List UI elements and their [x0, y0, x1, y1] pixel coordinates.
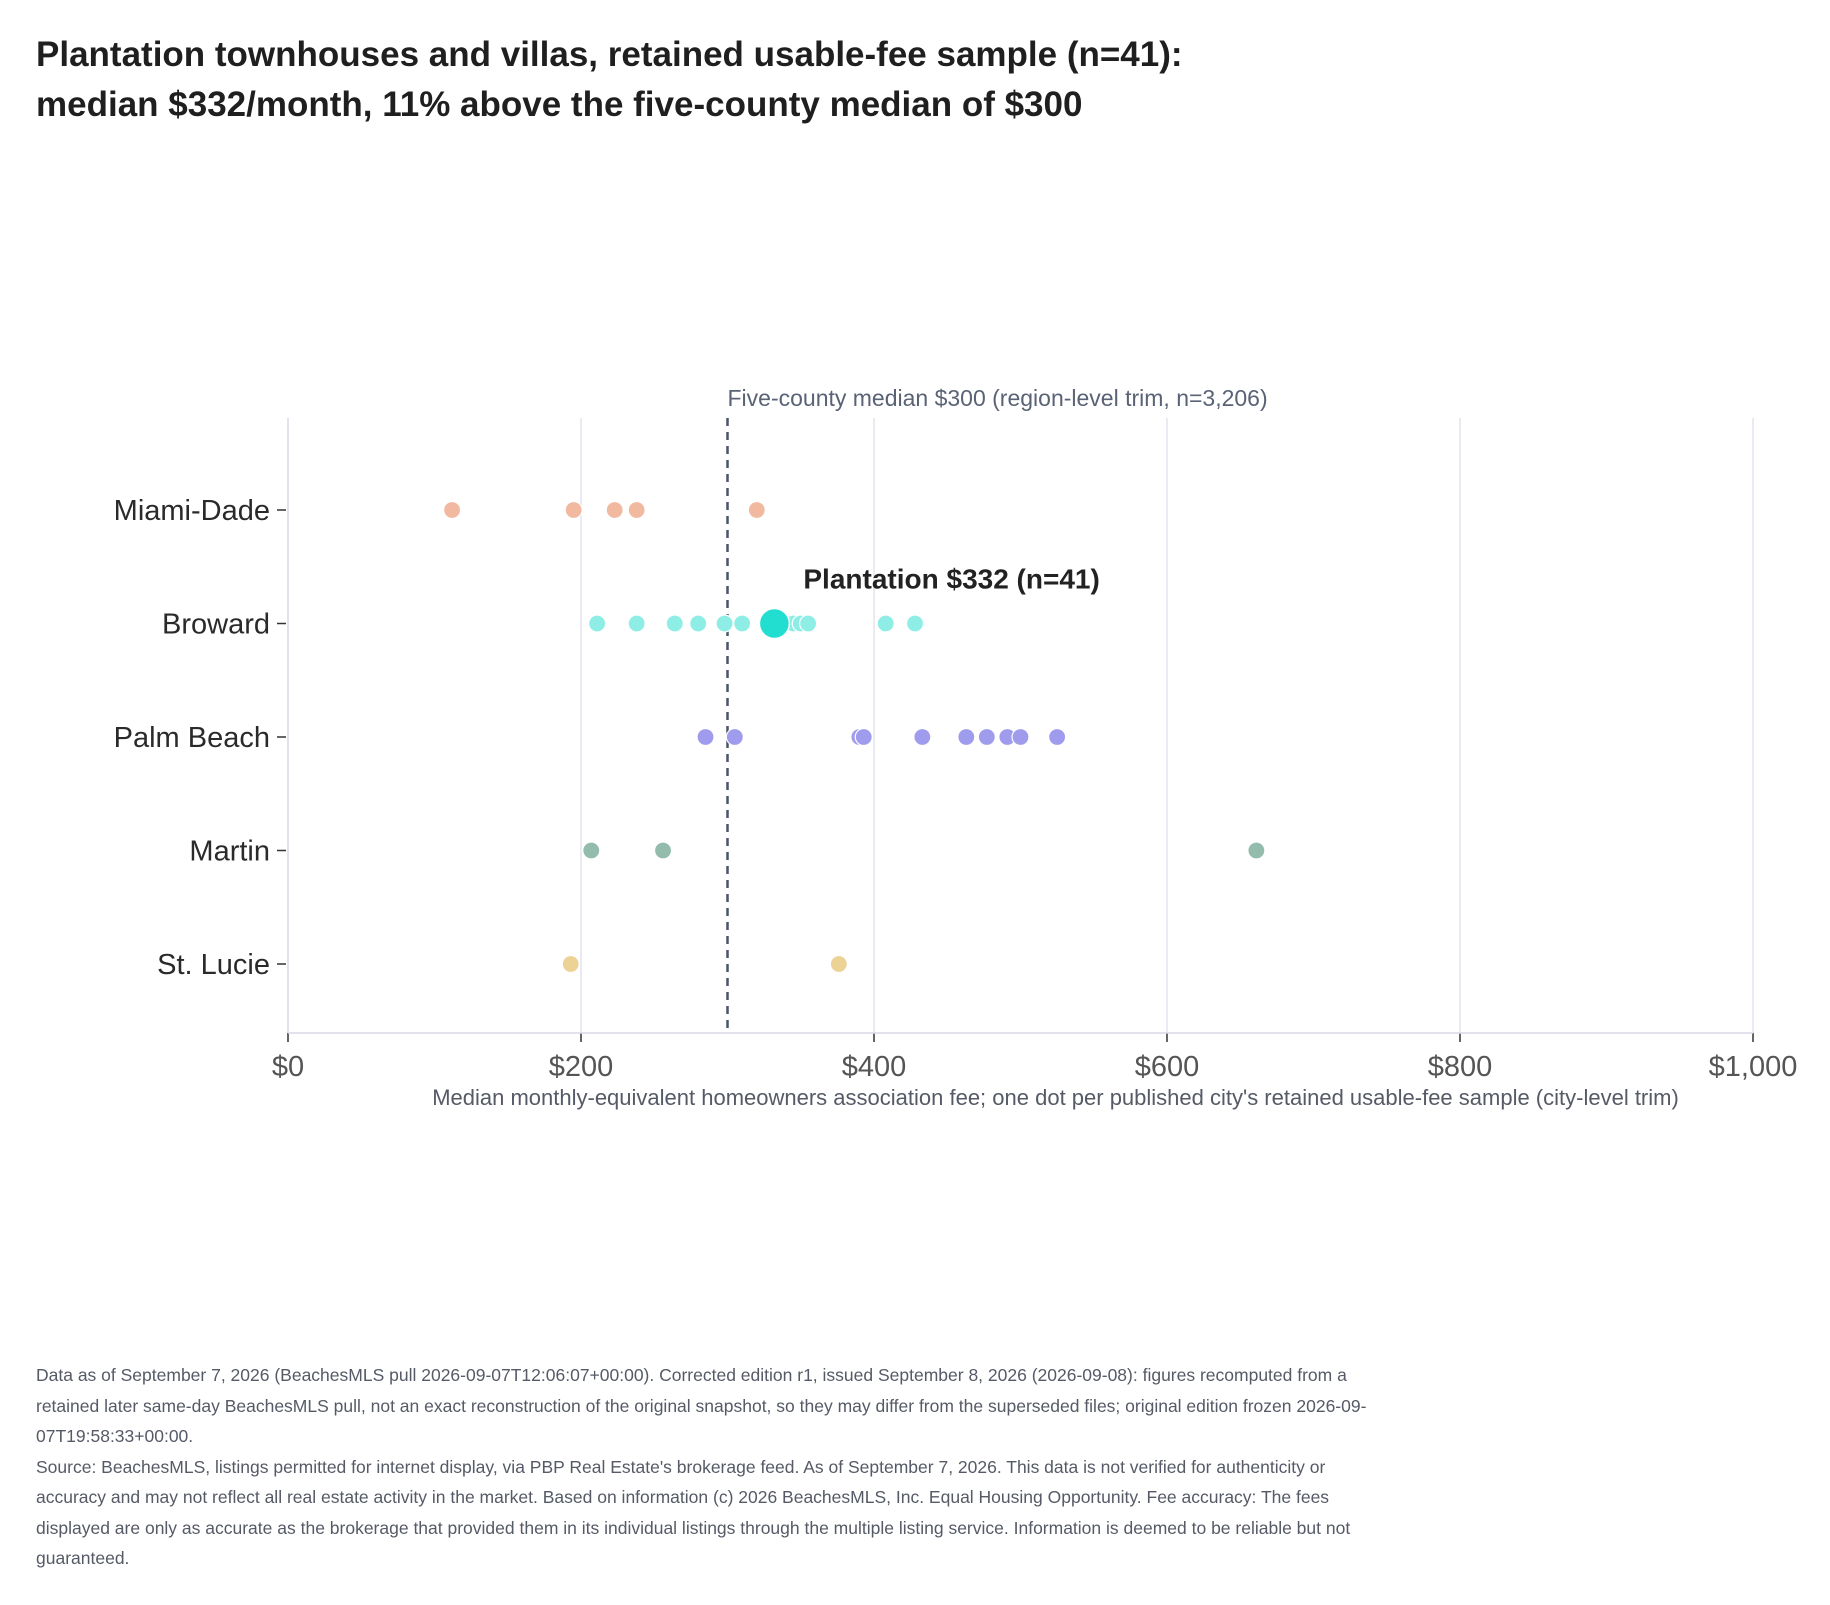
data-point: [798, 614, 818, 633]
gridlines: [580, 418, 1754, 1033]
data-point: [747, 500, 766, 520]
category-label: Palm Beach: [114, 722, 270, 754]
data-point: [1011, 727, 1030, 747]
data-point: [905, 614, 925, 633]
data-point: [605, 500, 624, 520]
x-tick-label: $400: [842, 1051, 907, 1083]
x-tick-label: $200: [549, 1051, 614, 1083]
data-point: [627, 500, 646, 520]
chart-title: Plantation townhouses and villas, retain…: [36, 35, 1183, 124]
data-point: [696, 727, 715, 747]
x-tick-label: $800: [1428, 1051, 1493, 1083]
data-points: [442, 500, 1266, 974]
data-point: [582, 841, 601, 860]
data-point: [733, 614, 752, 633]
x-tick-label: $1,000: [1709, 1051, 1798, 1083]
footnotes: Data as of September 7, 2026 (BeachesMLS…: [36, 1360, 1396, 1574]
data-point: [977, 727, 996, 747]
x-tick-label: $0: [272, 1051, 304, 1083]
data-point: [913, 727, 932, 747]
category-label: Miami-Dade: [114, 495, 270, 527]
data-point: [588, 614, 607, 633]
data-point: [653, 841, 673, 860]
highlight-label: Plantation $332 (n=41): [803, 564, 1099, 595]
data-point: [957, 727, 976, 747]
data-point: [829, 954, 848, 974]
data-point: [725, 727, 744, 747]
data-note: Data as of September 7, 2026 (BeachesMLS…: [36, 1365, 1367, 1446]
axes: [277, 418, 1754, 1042]
data-point: [561, 954, 580, 974]
category-label: Broward: [162, 609, 270, 641]
category-label: Martin: [189, 836, 270, 868]
data-point: [876, 614, 895, 633]
reference-line-label: Five-county median $300 (region-level tr…: [728, 385, 1268, 411]
data-point: [689, 614, 708, 633]
x-tick-label: $600: [1135, 1051, 1200, 1083]
data-point: [854, 727, 873, 747]
data-point: [1048, 727, 1067, 747]
data-point: [627, 614, 646, 633]
data-point: [715, 614, 734, 633]
data-point: [665, 614, 684, 633]
data-point: [442, 500, 462, 520]
source-note: Source: BeachesMLS, listings permitted f…: [36, 1456, 1351, 1569]
category-label: St. Lucie: [157, 949, 270, 981]
x-axis-label: Median monthly-equivalent homeowners ass…: [432, 1085, 1679, 1110]
labels: $0 $200 $400 $600 $800 $1,000 Miami-Dade Browar…: [114, 385, 1798, 1110]
highlight-point: [758, 607, 791, 640]
data-point: [564, 500, 583, 520]
data-point: [1247, 841, 1266, 860]
